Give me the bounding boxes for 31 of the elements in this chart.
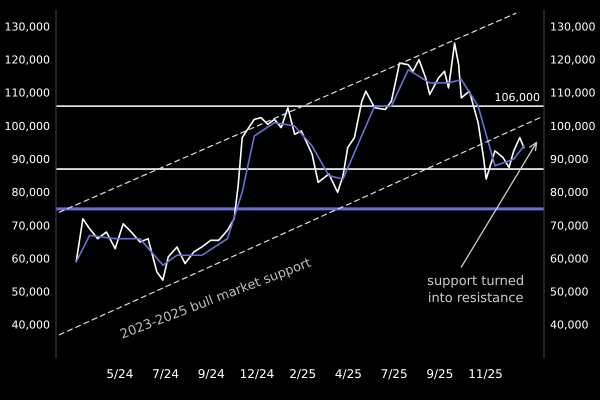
x-tick-label: 2/25 [289,367,316,381]
x-tick-label: 9/24 [198,367,225,381]
x-tick-label: 9/25 [426,367,454,381]
y2-tick-label: 40,000 [550,318,588,332]
y2-tick-label: 130,000 [550,20,596,34]
y-tick-label: 110,000 [4,86,50,100]
y-tick-label: 40,000 [12,318,50,332]
y2-tick-label: 50,000 [550,286,588,299]
y-tick-label: 90,000 [12,152,50,166]
x-tick-label: 4/25 [334,367,362,381]
x-tick-label: 7/25 [380,367,408,381]
y2-tick-label: 70,000 [550,219,588,232]
x-tick-label: 11/25 [468,367,503,381]
ref-line-label: 106,000 [494,91,540,104]
x-tick-label: 12/24 [240,367,274,381]
y2-tick-label: 120,000 [550,54,596,67]
y2-tick-label: 80,000 [550,186,588,200]
y-tick-label: 50,000 [12,286,50,299]
y2-tick-label: 60,000 [550,252,588,266]
y2-tick-label: 110,000 [550,86,596,100]
x-tick-label: 5/24 [106,367,134,381]
y2-tick-label: 100,000 [550,120,596,133]
y-tick-label: 100,000 [4,120,50,133]
y-tick-label: 80,000 [12,186,50,200]
y-tick-label: 60,000 [12,252,50,266]
y-tick-label: 70,000 [12,219,50,232]
x-tick-label: 7/24 [152,367,180,381]
y-tick-label: 130,000 [4,20,50,34]
y-tick-label: 120,000 [4,54,50,67]
y2-tick-label: 90,000 [550,152,588,166]
annotation: support turned into resistance [427,274,524,306]
